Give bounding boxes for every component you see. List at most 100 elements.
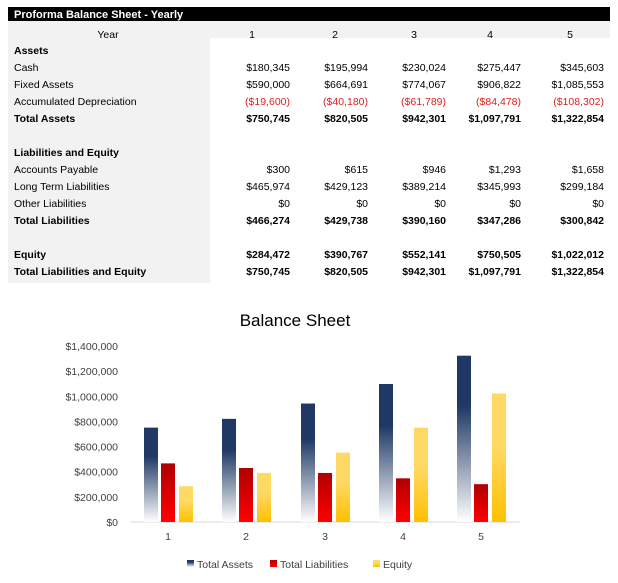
row-label: Other Liabilities — [14, 198, 87, 210]
bar-total-liabilities — [239, 467, 253, 522]
cell-value: $300,842 — [560, 215, 604, 227]
cell-value: $465,974 — [246, 181, 290, 193]
cell-value: $429,123 — [324, 181, 368, 193]
year-header: 5 — [567, 29, 573, 41]
legend-label: Equity — [383, 559, 413, 571]
cell-value: $0 — [434, 198, 446, 210]
cell-value: $230,024 — [402, 62, 446, 74]
bar-total-liabilities — [474, 484, 488, 522]
chart-title: Balance Sheet — [240, 311, 351, 330]
bar-total-liabilities — [396, 478, 410, 522]
table-row: Fixed Assets $590,000 $664,691 $774,067 $906… — [8, 77, 610, 94]
row-label: Total Liabilities and Equity — [14, 266, 147, 278]
row-label: Fixed Assets — [14, 79, 74, 91]
cell-value: $1,658 — [571, 164, 604, 176]
cell-value: $0 — [509, 198, 521, 210]
cell-value: $429,738 — [324, 215, 368, 227]
cell-value: $1,097,791 — [468, 113, 521, 125]
cell-value: $942,301 — [402, 266, 446, 278]
cell-value: ($84,478) — [476, 96, 521, 108]
cell-value: $390,160 — [402, 215, 446, 227]
cell-value: $750,745 — [246, 266, 290, 278]
cell-value: $347,286 — [477, 215, 521, 227]
cell-value: $820,505 — [324, 113, 368, 125]
table-row: Other Liabilities $0 $0 $0 $0 $0 — [8, 196, 610, 213]
table-row: Total Liabilities $466,274 $429,738 $390,16… — [8, 213, 610, 230]
bar-total-assets — [379, 383, 393, 522]
row-label: Liabilities and Equity — [14, 147, 120, 159]
cell-value: $0 — [278, 198, 290, 210]
table-row: Cash $180,345 $195,994 $230,024 $275,447 $345… — [8, 60, 610, 77]
bar-total-liabilities — [318, 472, 332, 522]
cell-value: $942,301 — [402, 113, 446, 125]
cell-value: $299,184 — [560, 181, 604, 193]
table-row: Liabilities and Equity — [8, 145, 610, 162]
x-tick-label: 1 — [165, 531, 171, 543]
bar-equity — [257, 472, 271, 522]
table-row: Assets — [8, 43, 610, 60]
bar-total-assets — [222, 418, 236, 522]
cell-value: $664,691 — [324, 79, 368, 91]
cell-value: $1,322,854 — [551, 113, 604, 125]
cell-value: $0 — [592, 198, 604, 210]
row-label: Total Assets — [14, 113, 76, 125]
y-tick-label: $1,000,000 — [65, 391, 118, 403]
cell-value: $615 — [344, 164, 368, 176]
cell-value: $750,505 — [477, 249, 521, 261]
table-row: Long Term Liabilities $465,974 $429,123 $38… — [8, 179, 610, 196]
y-tick-label: $200,000 — [74, 492, 118, 504]
cell-value: $284,472 — [246, 249, 290, 261]
table-row: Accumulated Depreciation ($19,600) ($40,18… — [8, 94, 610, 111]
cell-value: $466,274 — [246, 215, 290, 227]
y-tick-label: $1,400,000 — [65, 341, 118, 353]
year-header: 1 — [249, 29, 255, 41]
row-label: Accumulated Depreciation — [14, 96, 137, 108]
cell-value: ($61,789) — [401, 96, 446, 108]
year-header: 2 — [332, 29, 338, 41]
bar-total-liabilities — [161, 463, 175, 522]
cell-value: ($40,180) — [323, 96, 368, 108]
bar-equity — [414, 427, 428, 522]
year-label: Year — [97, 29, 119, 41]
year-header: 4 — [487, 29, 493, 41]
cell-value: $1,085,553 — [551, 79, 604, 91]
cell-value: $0 — [356, 198, 368, 210]
row-label: Total Liabilities — [14, 215, 90, 227]
cell-value: $300 — [266, 164, 290, 176]
cell-value: $1,022,012 — [551, 249, 604, 261]
row-label: Assets — [14, 45, 49, 57]
sheet-title: Proforma Balance Sheet - Yearly — [8, 7, 610, 21]
bar-equity — [336, 452, 350, 522]
cell-value: $345,603 — [560, 62, 604, 74]
cell-value: ($108,302) — [553, 96, 604, 108]
legend-label: Total Assets — [197, 559, 253, 571]
x-tick-label: 3 — [322, 531, 328, 543]
cell-value: $180,345 — [246, 62, 290, 74]
year-header: 3 — [411, 29, 417, 41]
cell-value: $750,745 — [246, 113, 290, 125]
cell-value: ($19,600) — [245, 96, 290, 108]
y-tick-label: $0 — [106, 517, 118, 529]
row-label: Accounts Payable — [14, 164, 99, 176]
cell-value: $774,067 — [402, 79, 446, 91]
table-row: Total Liabilities and Equity $750,745 $820… — [8, 264, 610, 281]
legend-swatch — [187, 560, 194, 567]
table-row: Total Assets $750,745 $820,505 $942,301 $1,0… — [8, 111, 610, 128]
y-tick-label: $800,000 — [74, 416, 118, 428]
label-column — [8, 21, 210, 283]
cell-value: $590,000 — [246, 79, 290, 91]
cell-value: $906,822 — [477, 79, 521, 91]
bar-total-assets — [301, 403, 315, 522]
cell-value: $345,993 — [477, 181, 521, 193]
x-tick-label: 4 — [400, 531, 406, 543]
legend-swatch — [270, 560, 277, 567]
year-header-bg — [8, 21, 610, 38]
table-row: Equity $284,472 $390,767 $552,141 $750,505 $1… — [8, 247, 610, 264]
row-label: Cash — [14, 62, 39, 74]
bar-equity — [179, 486, 193, 522]
cell-value: $195,994 — [324, 62, 368, 74]
y-tick-label: $400,000 — [74, 467, 118, 479]
cell-value: $390,767 — [324, 249, 368, 261]
